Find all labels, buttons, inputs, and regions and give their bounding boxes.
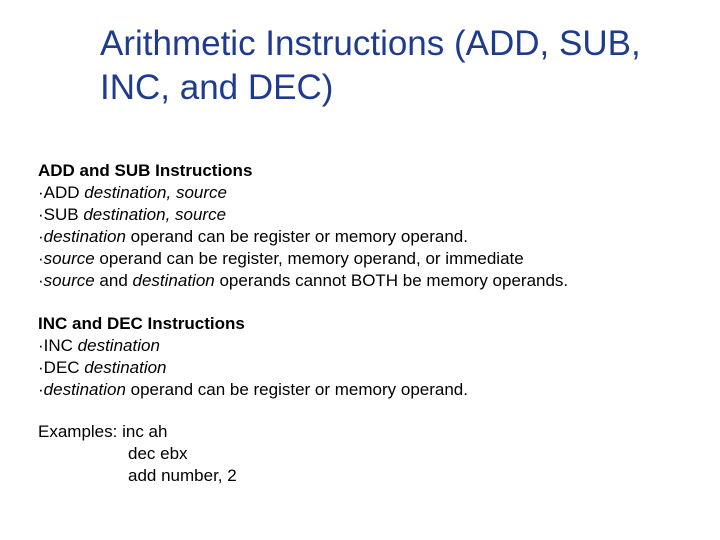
italic-text: destination, source (84, 183, 227, 202)
bullet-source-desc: ·source operand can be register, memory … (38, 248, 678, 270)
section-heading-addsub: ADD and SUB Instructions (38, 160, 678, 182)
text: ·ADD (38, 183, 84, 202)
italic-text: source (44, 249, 95, 268)
italic-text: destination (133, 271, 215, 290)
italic-text: source (44, 271, 95, 290)
text: ·SUB (38, 205, 83, 224)
text: and (95, 271, 133, 290)
text: ·DEC (38, 358, 84, 377)
bullet-inc-syntax: ·INC destination (38, 335, 678, 357)
bullet-sub-syntax: ·SUB destination, source (38, 204, 678, 226)
section-heading-incdec: INC and DEC Instructions (38, 313, 678, 335)
examples-line-2: dec ebx (38, 443, 678, 465)
text: operand can be register or memory operan… (126, 380, 468, 399)
italic-text: destination (44, 227, 126, 246)
slide-body: ADD and SUB Instructions ·ADD destinatio… (38, 160, 678, 487)
text: operand can be register, memory operand,… (95, 249, 524, 268)
italic-text: destination (44, 380, 126, 399)
examples-line-3: add number, 2 (38, 465, 678, 487)
bullet-add-syntax: ·ADD destination, source (38, 182, 678, 204)
text: ·INC (38, 336, 78, 355)
bullet-dec-syntax: ·DEC destination (38, 357, 678, 379)
bullet-both-mem: ·source and destination operands cannot … (38, 270, 678, 292)
bullet-destination-desc-2: ·destination operand can be register or … (38, 379, 678, 401)
italic-text: destination (84, 358, 166, 377)
slide-title: Arithmetic Instructions (ADD, SUB, INC, … (100, 22, 680, 110)
italic-text: destination, source (83, 205, 226, 224)
examples-line-1: Examples: inc ah (38, 421, 678, 443)
bullet-destination-desc: ·destination operand can be register or … (38, 226, 678, 248)
italic-text: destination (78, 336, 160, 355)
text: operands cannot BOTH be memory operands. (215, 271, 568, 290)
text: operand can be register or memory operan… (126, 227, 468, 246)
